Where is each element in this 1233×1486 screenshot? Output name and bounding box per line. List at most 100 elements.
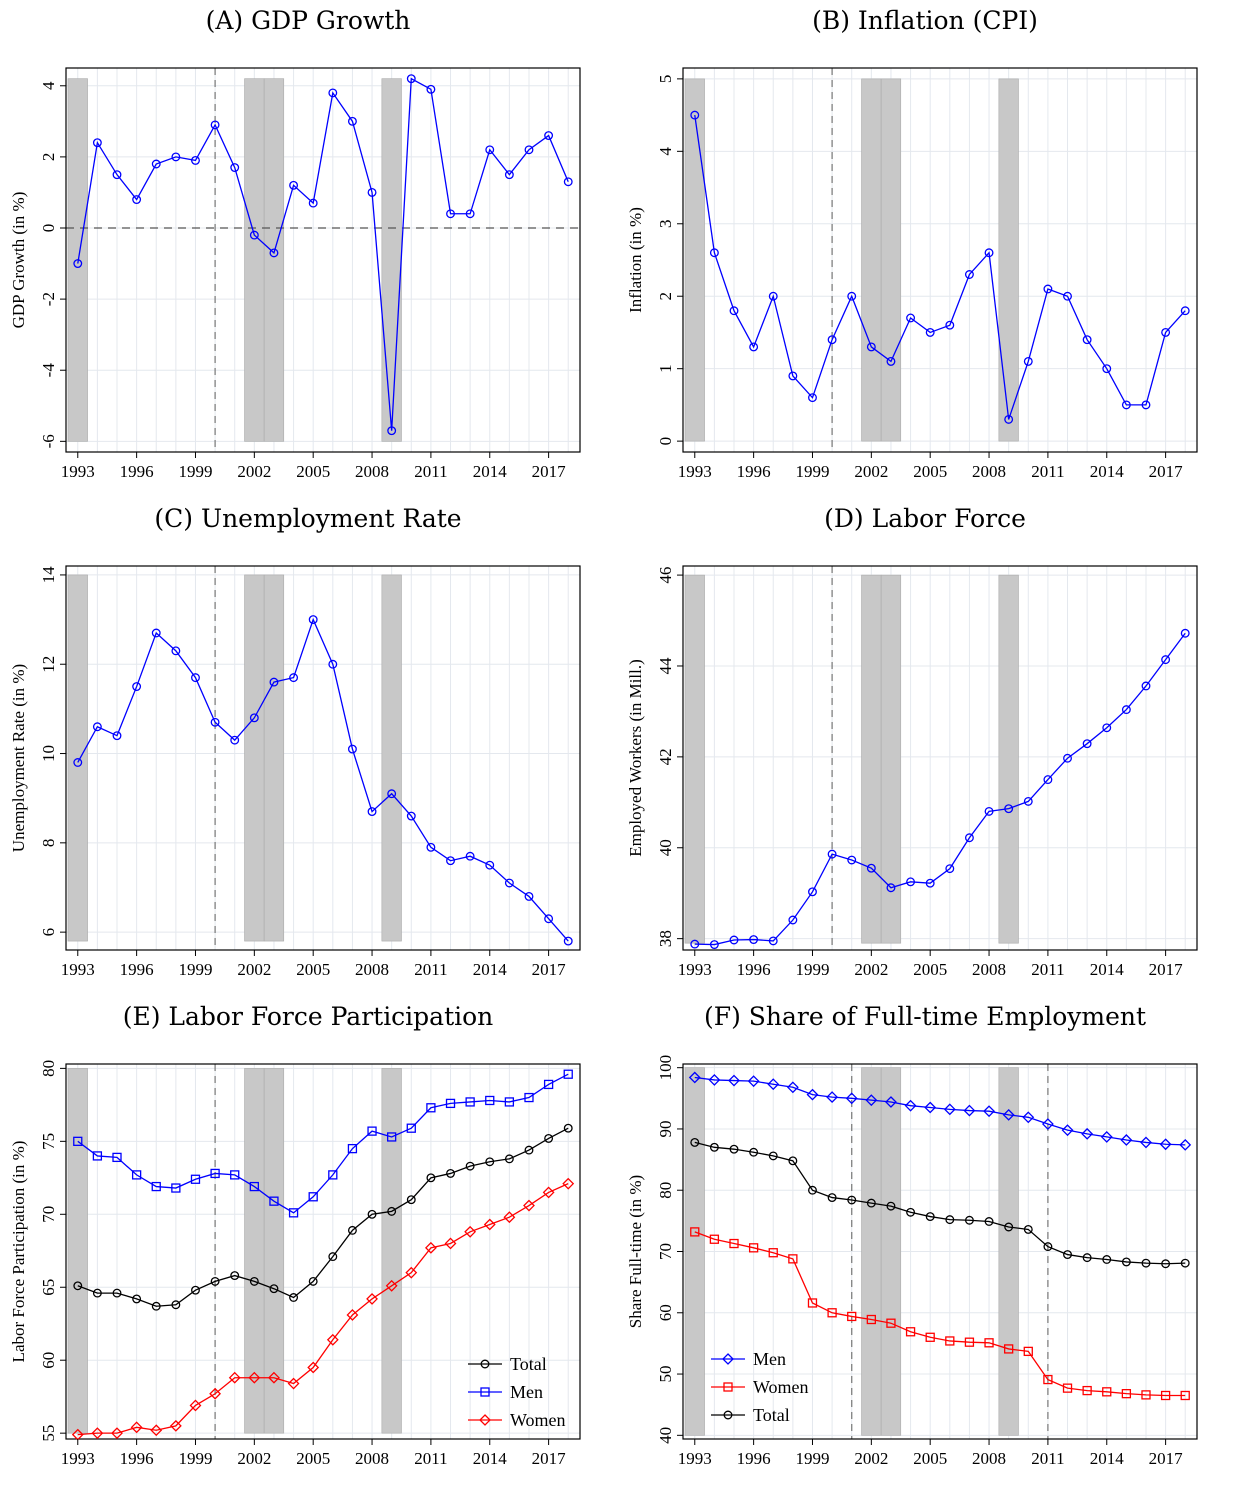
data-point-women	[827, 1308, 837, 1318]
data-point-series	[866, 863, 876, 873]
panel-b: (B) Inflation (CPI) 1993 1996 1999 2002 2005…	[617, 0, 1233, 490]
data-point-total	[1023, 1224, 1033, 1234]
x-tick-label: 2017	[1149, 960, 1184, 979]
data-point-series	[524, 145, 534, 155]
y-tick-label: 38	[656, 930, 675, 947]
data-point-men	[865, 1094, 878, 1107]
data-point-series	[1161, 328, 1171, 337]
data-point-total	[308, 1276, 318, 1286]
series-line-men	[77, 1073, 569, 1214]
data-point-series	[749, 935, 759, 944]
data-point-women	[209, 1387, 222, 1400]
y-tick-label: 65	[39, 1279, 58, 1296]
recession-band	[67, 1068, 88, 1434]
x-tick-label: 2017	[532, 462, 567, 481]
y-axis-b: 0 1 2 3 4 5	[656, 75, 683, 445]
data-point-series	[387, 426, 397, 436]
data-point-series	[210, 120, 220, 130]
recession-band	[684, 574, 705, 944]
y-tick-label: 60	[656, 1304, 675, 1321]
y-tick-label: 14	[39, 566, 58, 584]
data-point-series	[729, 306, 739, 316]
data-point-total	[426, 1173, 436, 1183]
panel-letter-d: D	[833, 504, 854, 533]
legend-item-total: Total	[711, 1405, 790, 1425]
data-point-men	[171, 1183, 181, 1193]
y-tick-label: 1	[656, 364, 675, 373]
data-point-series	[406, 74, 416, 84]
data-point-series	[92, 138, 102, 148]
data-point-series	[925, 328, 935, 337]
data-point-series	[729, 935, 739, 945]
x-axis-b: 1993 1996 1999 2002 2005 2008 2011 2014 2017	[678, 452, 1183, 481]
recession-band	[244, 78, 265, 442]
data-point-total	[749, 1147, 759, 1157]
data-point-total	[485, 1157, 495, 1167]
data-point-series	[465, 851, 475, 861]
series-series-d	[690, 628, 1190, 949]
series-line-men	[694, 1076, 1186, 1146]
chart-title-e: (E) Labor Force Participation	[122, 1002, 494, 1031]
series-line-series	[694, 632, 1186, 946]
x-tick-label: 2011	[414, 960, 447, 979]
data-point-series	[866, 342, 876, 352]
data-point-men	[347, 1143, 358, 1154]
data-point-series	[249, 713, 259, 723]
data-point-men	[1081, 1127, 1094, 1140]
data-point-series	[984, 806, 994, 816]
data-point-series	[1043, 284, 1053, 294]
data-point-men	[387, 1132, 397, 1142]
panel-f: (F) Share of Full-time Employment 1993 19…	[617, 996, 1233, 1486]
data-point-women	[1102, 1387, 1112, 1397]
data-point-series	[446, 209, 455, 219]
data-point-women	[1023, 1346, 1033, 1357]
data-point-series	[485, 145, 495, 155]
data-point-series	[289, 673, 299, 683]
y-tick-label: 70	[656, 1243, 675, 1260]
data-point-men	[288, 1208, 299, 1218]
y-tick-label: 80	[39, 1060, 58, 1077]
data-point-men	[1120, 1134, 1133, 1146]
y-tick-label: 2	[39, 153, 58, 162]
data-point-total	[808, 1185, 817, 1195]
data-point-women	[1004, 1344, 1014, 1354]
data-point-men	[1140, 1136, 1152, 1149]
data-point-series	[886, 356, 896, 366]
panel-title-text-f: Share of Full-time Employment	[748, 1002, 1147, 1031]
y-tick-label: -4	[39, 363, 58, 378]
data-point-total	[866, 1198, 876, 1208]
recession-band	[861, 1067, 882, 1436]
data-point-series	[964, 270, 974, 279]
x-tick-label: 2008	[972, 462, 1006, 481]
panel-letter-a: A	[215, 6, 234, 35]
data-point-series	[524, 891, 534, 901]
data-point-men	[112, 1152, 122, 1163]
recession-band	[263, 574, 285, 942]
plot-frame-d	[682, 565, 1198, 951]
data-point-series	[847, 291, 857, 301]
y-tick-label: 2	[656, 292, 675, 301]
data-point-total	[367, 1209, 377, 1219]
data-point-series	[544, 914, 554, 924]
y-axis-label-d: Employed Workers (in Mill.)	[626, 659, 645, 857]
data-point-women	[748, 1243, 759, 1253]
data-point-women	[307, 1361, 320, 1374]
data-point-women	[690, 1227, 700, 1237]
data-point-series	[808, 887, 817, 897]
y-tick-label: 75	[39, 1133, 58, 1150]
data-point-men	[1041, 1118, 1054, 1130]
chart-a: 1993 1996 1999 2002 2005 2008 2011 2014 2017 -6 -4…	[9, 67, 581, 481]
y-tick-label: 60	[39, 1352, 58, 1369]
data-point-women	[248, 1371, 261, 1384]
gridlines-a	[66, 68, 580, 452]
panel-a: (A) GDP Growth 1993 1996 1999 2002 2005 2008 2…	[0, 0, 616, 490]
y-tick-label: 70	[39, 1206, 58, 1223]
x-tick-label: 2008	[355, 960, 389, 979]
recession-band	[381, 574, 402, 942]
data-point-series	[1063, 753, 1072, 763]
x-tick-label: 1999	[178, 462, 212, 481]
data-point-men	[269, 1196, 279, 1206]
data-point-men	[543, 1079, 554, 1090]
recession-band	[998, 574, 1019, 944]
data-point-total	[563, 1123, 573, 1133]
